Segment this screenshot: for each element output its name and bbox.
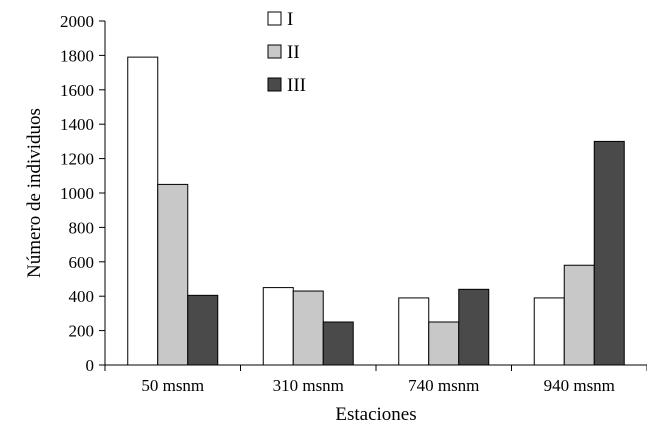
y-tick-label: 800	[69, 218, 95, 237]
y-tick-label: 1200	[60, 150, 94, 169]
y-tick-label: 1600	[60, 81, 94, 100]
bar-ii-4	[563, 264, 595, 366]
legend-swatch-i	[267, 11, 282, 26]
bars-group	[127, 56, 625, 366]
y-tick-label: 1400	[60, 115, 94, 134]
x-tick-label: 940 msnm	[544, 376, 615, 395]
bar-ii-1	[157, 183, 189, 366]
y-tick-label: 600	[69, 253, 95, 272]
bar-i-3	[398, 297, 430, 366]
y-axis-title: Número de individuos	[24, 108, 45, 278]
bar-i-4	[533, 297, 565, 366]
y-tick-label: 400	[69, 287, 95, 306]
bar-i-1	[127, 56, 159, 366]
ticks-group: 50 msnm 310 msnm 740 msnm 940 msnm 0 200 400 60…	[60, 12, 615, 395]
legend-label-i: I	[287, 9, 293, 30]
y-tick-label: 2000	[60, 12, 94, 31]
legend-label-ii: II	[287, 42, 300, 63]
x-tick-label: 310 msnm	[273, 376, 344, 395]
y-tick-label: 0	[86, 356, 95, 375]
bar-iii-4	[593, 140, 625, 366]
x-tick-label: 740 msnm	[408, 376, 479, 395]
y-tick-label: 200	[69, 322, 95, 341]
legend-label-iii: III	[287, 75, 306, 96]
legend-swatch-ii	[267, 44, 282, 59]
legend-swatch-iii	[267, 77, 282, 92]
bar-iii-3	[458, 288, 490, 366]
bar-i-2	[262, 287, 294, 366]
y-tick-label: 1800	[60, 46, 94, 65]
axes-group	[99, 20, 647, 371]
x-axis-title: Estaciones	[335, 404, 416, 425]
bar-iii-1	[187, 294, 219, 366]
x-tick-label: 50 msnm	[141, 376, 204, 395]
y-tick-label: 1000	[60, 184, 94, 203]
bar-ii-3	[428, 321, 460, 366]
bar-ii-2	[292, 290, 324, 366]
bar-iii-2	[322, 321, 354, 366]
